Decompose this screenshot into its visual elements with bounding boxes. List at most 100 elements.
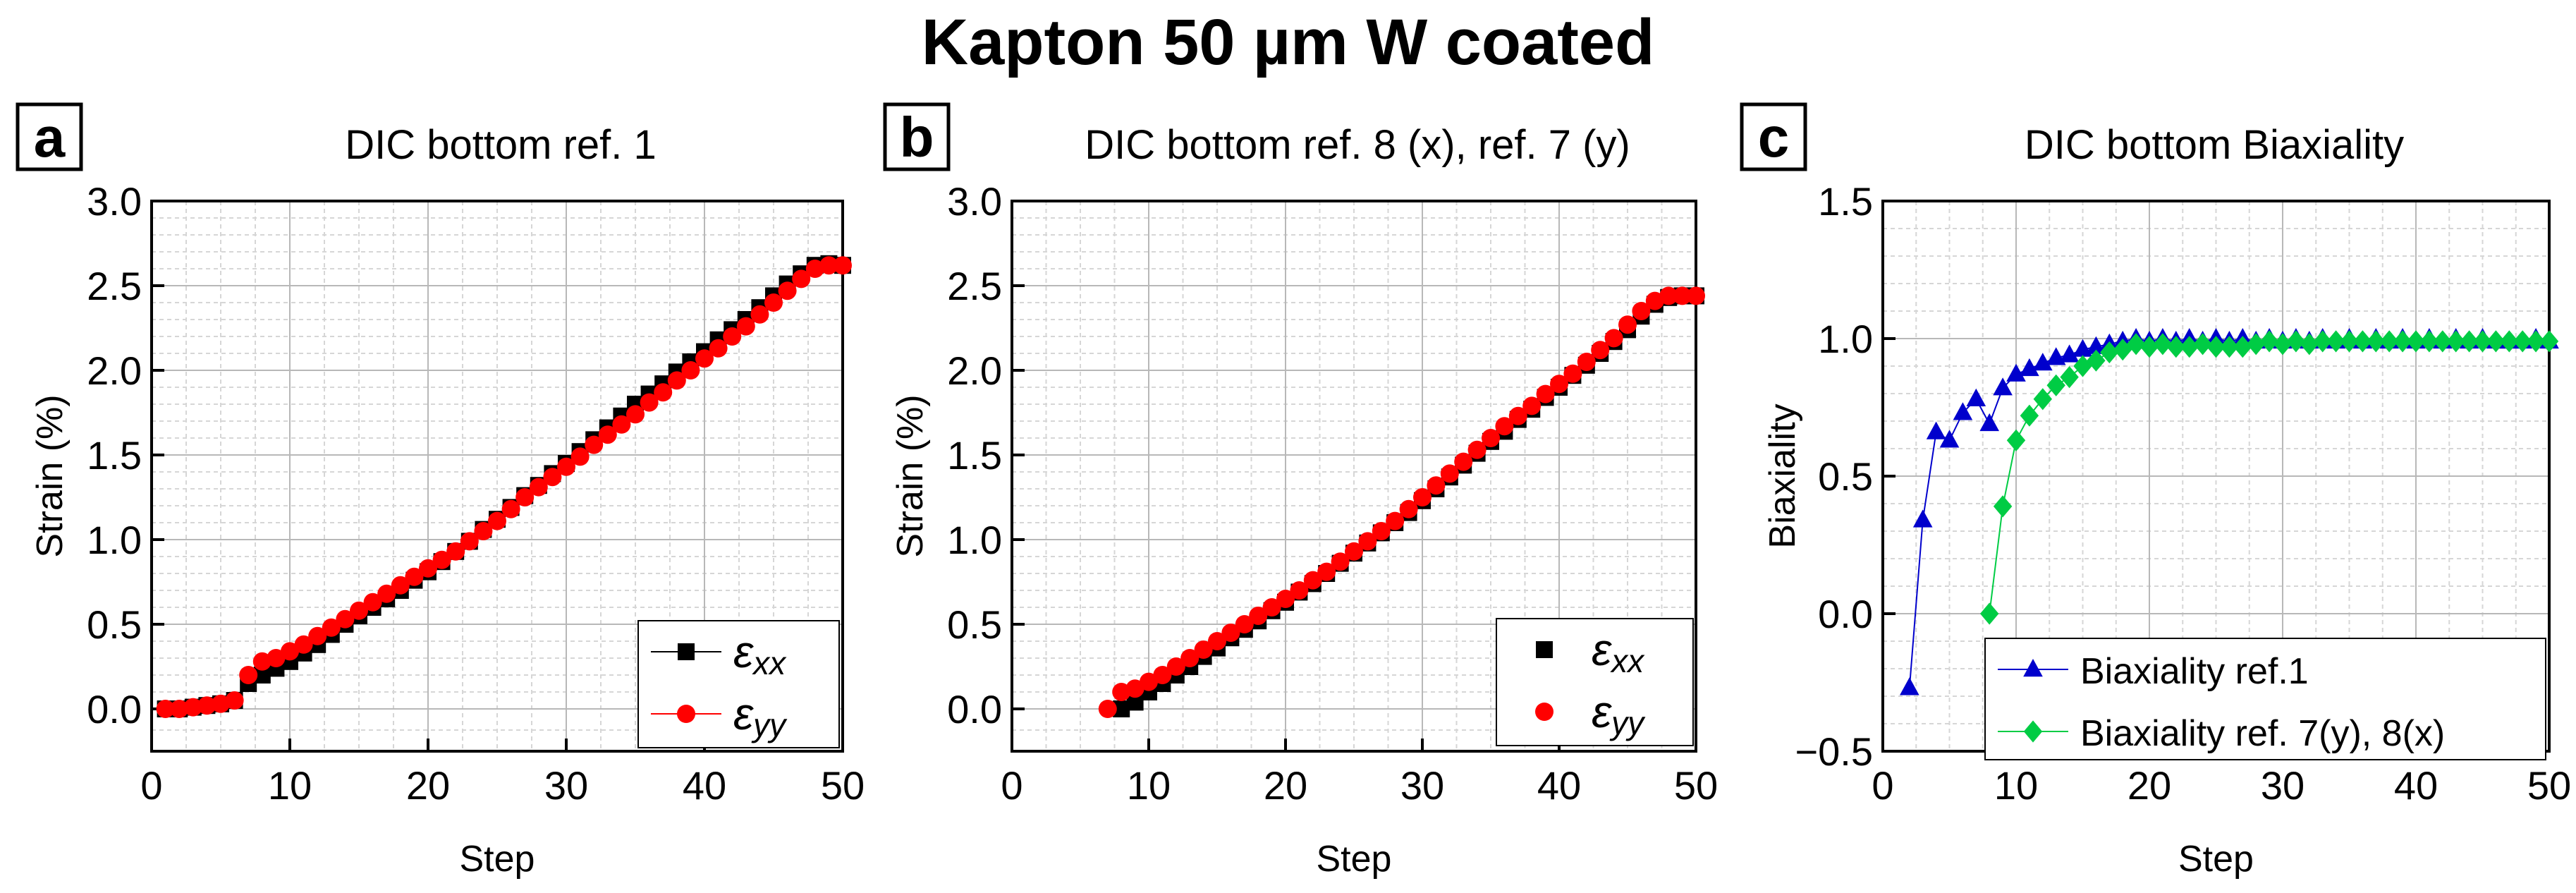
data-point	[640, 393, 659, 412]
data-point	[1618, 315, 1637, 334]
data-point	[2419, 330, 2439, 353]
data-point	[750, 305, 769, 324]
panel-label-box	[16, 102, 83, 171]
data-point	[1413, 488, 1432, 506]
data-point	[585, 435, 604, 454]
x-tick-label: 50	[1674, 763, 1718, 808]
y-tick-label: 1.5	[1818, 179, 1873, 224]
data-point	[1440, 464, 1459, 483]
plot-frame	[1011, 200, 1697, 753]
legend-swatch-marker	[1536, 641, 1553, 658]
data-point	[2286, 330, 2306, 353]
x-tick-label: 0	[1872, 763, 1893, 808]
data-point	[1399, 499, 1418, 518]
data-point	[2539, 330, 2559, 353]
y-tick-label: 1.5	[87, 433, 142, 478]
data-point	[2206, 336, 2226, 358]
data-point	[2193, 333, 2212, 356]
data-point	[2259, 330, 2279, 353]
x-tick-label: 20	[406, 763, 450, 808]
panel-label-text: a	[34, 106, 66, 169]
panel-label-text: b	[900, 106, 934, 169]
data-point	[2273, 333, 2293, 356]
y-tick-label: 2.5	[87, 264, 142, 308]
data-point	[1966, 388, 1986, 406]
legend-label: εyy	[1592, 686, 1646, 741]
data-point	[350, 601, 368, 620]
x-tick-label: 0	[140, 763, 162, 808]
panel-title: DIC bottom ref. 8 (x), ref. 7 (y)	[1085, 122, 1630, 168]
x-axis-label: Step	[1317, 839, 1392, 880]
data-point	[267, 649, 286, 667]
data-point	[1166, 657, 1185, 676]
data-point	[1604, 329, 1623, 348]
data-point	[377, 584, 396, 603]
data-point	[570, 447, 590, 466]
y-axis-label: Biaxiality	[1762, 403, 1803, 548]
data-point	[1482, 429, 1500, 447]
y-tick-label: 1.5	[947, 433, 1002, 478]
data-point	[432, 550, 451, 569]
legend: Biaxiality ref.1 Biaxiality ref. 7(y), 8(…	[1984, 638, 2546, 760]
data-point	[488, 511, 506, 530]
x-tick-label: 10	[1127, 763, 1171, 808]
data-point	[1591, 341, 1610, 360]
panel-title: DIC bottom Biaxiality	[2025, 122, 2404, 168]
data-point	[1522, 396, 1542, 415]
data-point	[2446, 330, 2465, 353]
panel-c: c DIC bottom Biaxiality 0 10 20 30 40 50 −0.5 0.0…	[1740, 102, 2571, 880]
data-point	[2233, 336, 2252, 358]
data-point	[667, 371, 686, 390]
data-point	[2393, 330, 2412, 353]
data-point	[626, 405, 645, 424]
data-point	[778, 281, 797, 300]
data-point	[1467, 440, 1487, 459]
y-tick-label: 3.0	[947, 179, 1002, 224]
data-point	[1550, 375, 1568, 394]
data-point	[2513, 330, 2532, 353]
series-circle	[156, 256, 852, 718]
data-point	[1536, 384, 1555, 403]
data-point	[1386, 511, 1405, 530]
data-point	[405, 567, 424, 586]
data-point	[2180, 336, 2199, 358]
x-tick-label: 30	[2261, 763, 2305, 808]
data-point	[1153, 666, 1172, 684]
data-point	[1912, 509, 1933, 528]
data-point	[252, 652, 271, 671]
data-point	[2126, 333, 2146, 356]
data-point	[2313, 330, 2332, 353]
x-tick-label: 30	[544, 763, 588, 808]
legend-label: εxx	[733, 626, 787, 681]
data-point	[2100, 341, 2119, 364]
x-tick-label: 40	[2394, 763, 2438, 808]
axes: 0 10 20 30 40 50 0.0 0.5 1.0 1.5 2.0 2.5 3.0 Step Stra…	[890, 179, 1718, 880]
data-point	[308, 626, 327, 645]
data-point	[2433, 330, 2452, 353]
data-point	[2220, 336, 2239, 358]
data-point	[1112, 683, 1131, 701]
data-point	[1249, 607, 1268, 625]
data-point	[2073, 355, 2092, 377]
x-tick-label: 40	[683, 763, 726, 808]
data-point	[2020, 404, 2039, 427]
data-point	[225, 691, 244, 710]
plot-frame	[150, 200, 844, 753]
x-tick-label: 10	[1994, 763, 2038, 808]
data-point	[446, 542, 465, 561]
data-point	[2059, 344, 2080, 363]
legend-box	[1496, 618, 1694, 746]
y-tick-label: 3.0	[87, 179, 142, 224]
axes: 0 10 20 30 40 50 0.0 0.5 1.0 1.5 2.0 2.5 3.0 Step Stra…	[30, 179, 865, 880]
data-point	[1926, 421, 1946, 439]
data-point	[1125, 679, 1144, 698]
y-tick-label: 0.5	[1818, 454, 1873, 499]
data-point	[1180, 649, 1200, 667]
data-point	[1303, 571, 1322, 590]
x-tick-label: 40	[1537, 763, 1581, 808]
legend: εxx εyy	[637, 620, 840, 748]
panel-a: a DIC bottom ref. 1 0 10 20 30 40 50 0.0 0.5 1.0 1.…	[16, 102, 865, 880]
data-point	[2367, 330, 2386, 353]
data-point	[1980, 602, 1999, 625]
